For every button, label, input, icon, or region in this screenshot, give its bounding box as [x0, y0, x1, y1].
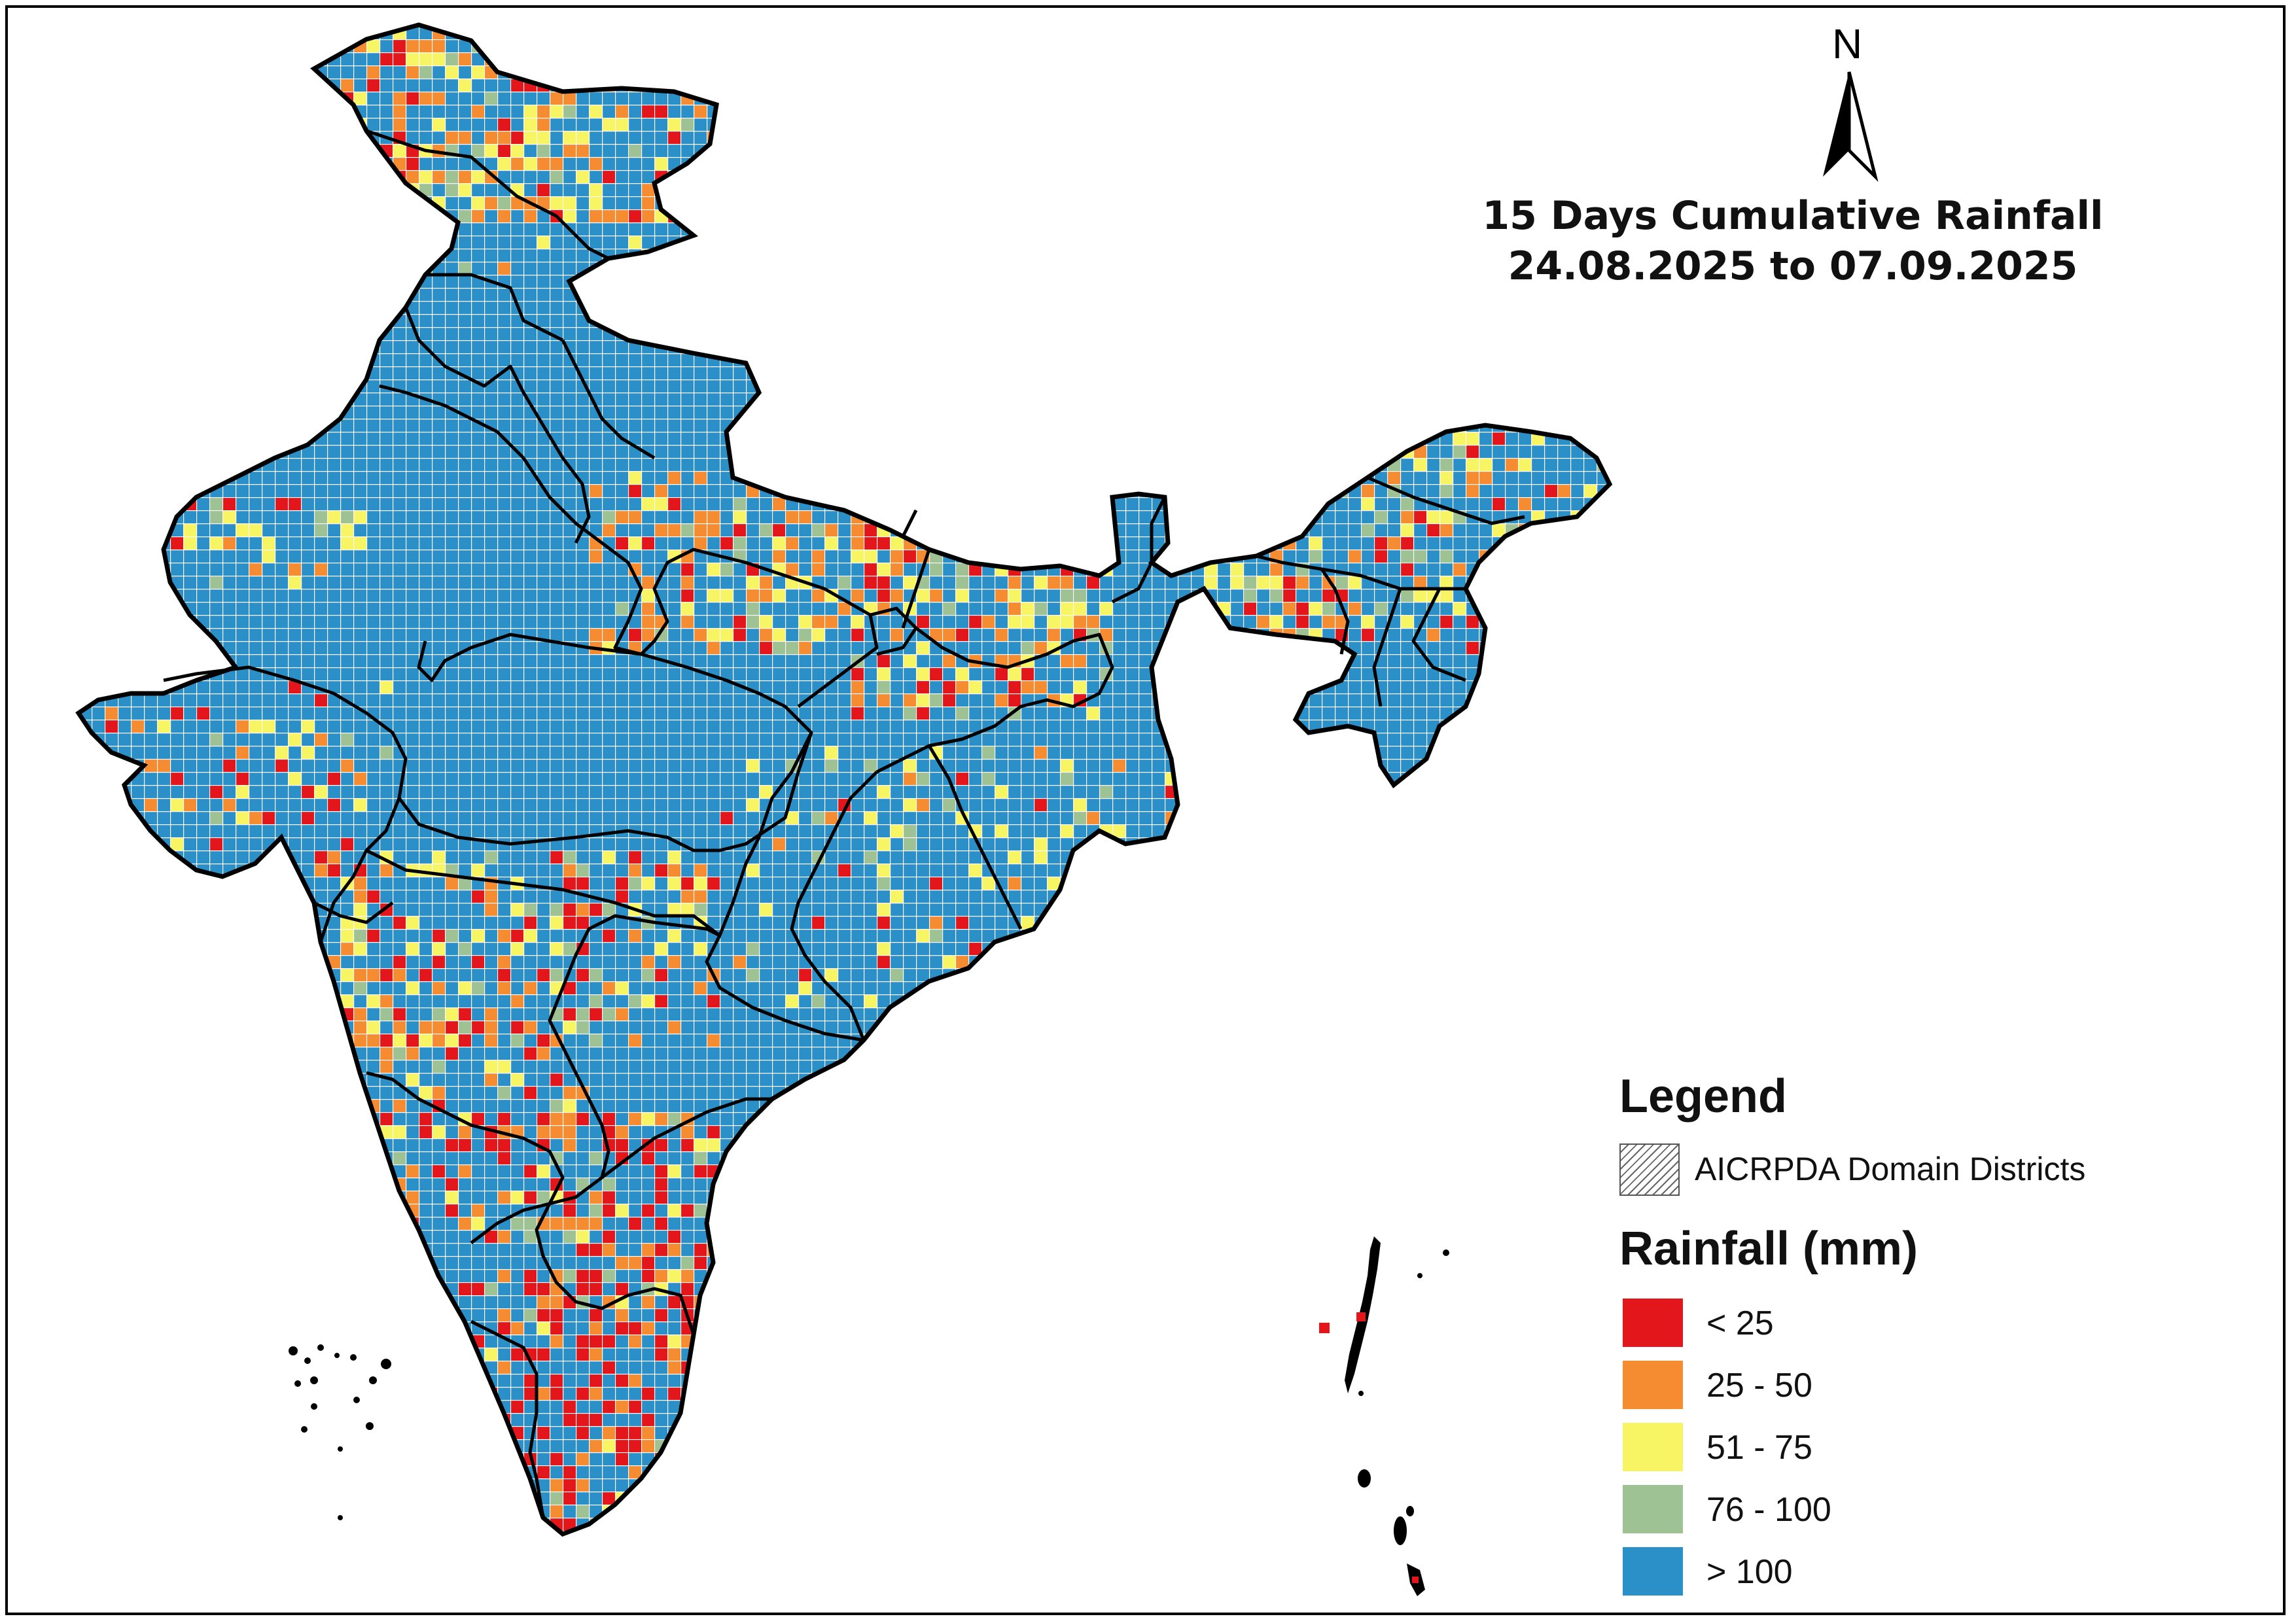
hatch-label: AICRPDA Domain Districts	[1695, 1151, 2086, 1187]
map-subtitle: 24.08.2025 to 07.09.2025	[1508, 243, 2078, 289]
legend-swatch	[1623, 1361, 1683, 1409]
legend-swatch	[1623, 1485, 1683, 1533]
state-boundaries	[163, 129, 1525, 1518]
legend-class-label: 25 - 50	[1706, 1367, 1812, 1405]
rainfall-raster	[79, 25, 1610, 1534]
map-title: 15 Days Cumulative Rainfall	[1482, 193, 2104, 239]
legend-swatch	[1623, 1299, 1683, 1347]
legend-swatch	[1623, 1547, 1683, 1596]
legend-swatch	[1623, 1423, 1683, 1471]
legend-heading: Legend	[1619, 1070, 1788, 1123]
legend-class-label: < 25	[1706, 1304, 1774, 1342]
north-label: N	[1832, 20, 1863, 67]
north-arrow-icon	[1823, 71, 1879, 183]
legend-class-label: 76 - 100	[1706, 1491, 1831, 1529]
lakshadweep-islands	[289, 1344, 391, 1520]
legend-class-label: 51 - 75	[1706, 1429, 1812, 1467]
rainfall-heading: Rainfall (mm)	[1619, 1223, 1918, 1275]
legend-class-label: > 100	[1706, 1553, 1793, 1591]
andaman-nicobar-islands	[1319, 1236, 1449, 1596]
hatch-swatch	[1619, 1143, 1680, 1196]
